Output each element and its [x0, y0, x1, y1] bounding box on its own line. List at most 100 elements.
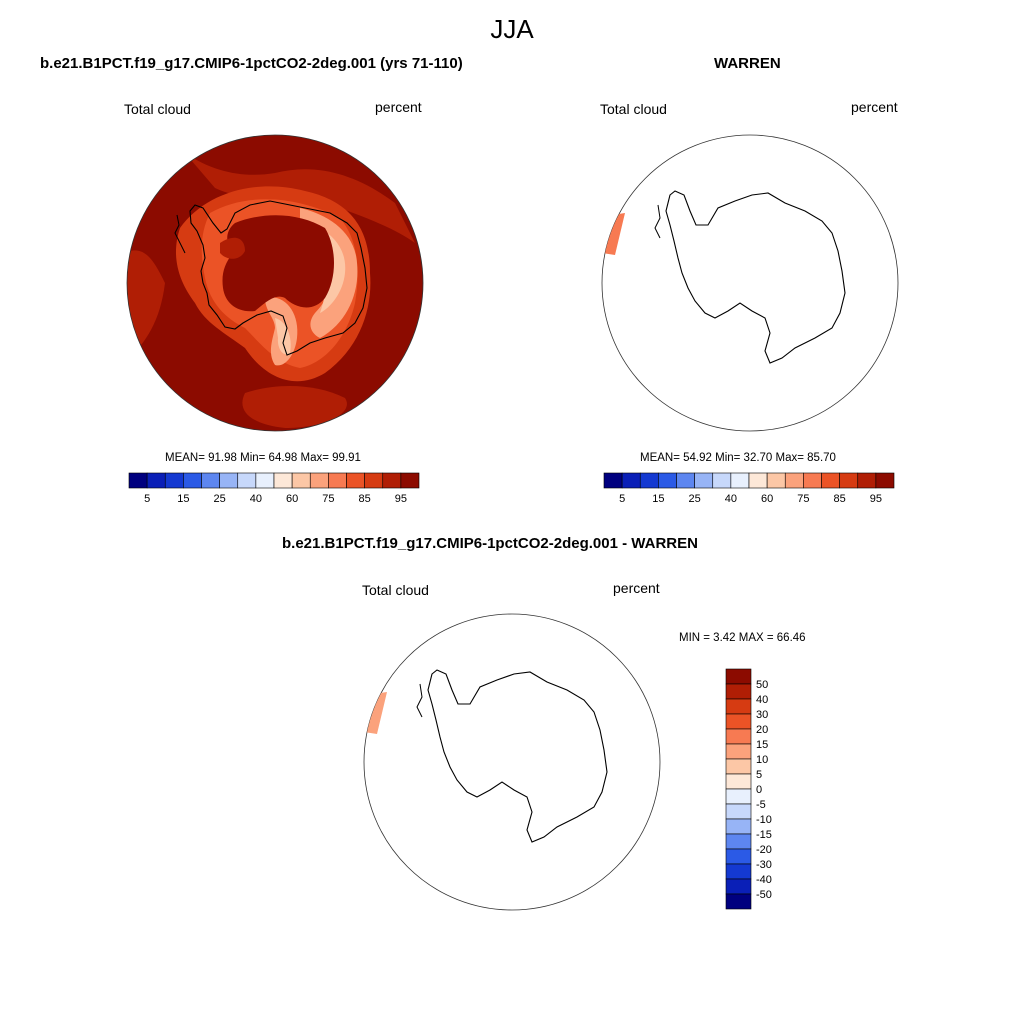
diff-colorbar-tick-label: 40 [756, 694, 768, 706]
diff-colorbar-tick-label: 0 [756, 784, 762, 796]
model-colorbar-tick-label: 15 [177, 493, 189, 505]
model-colorbar-tick-label: 25 [214, 493, 226, 505]
model-colorbar-box [346, 472, 365, 489]
obs-colorbar-box [676, 472, 695, 489]
model-colorbar-box [273, 472, 293, 489]
diff-colorbar-tick-label: 50 [756, 679, 768, 691]
obs-colorbar-tick-label: 75 [797, 493, 809, 505]
obs-colorbar-box [784, 472, 804, 489]
obs-antarctica-coastline [665, 190, 846, 364]
diff-colorbar-tick-label: 5 [756, 769, 762, 781]
obs-colorbar-tick-label: 25 [689, 493, 701, 505]
model-colorbar-tick-label: 95 [395, 493, 407, 505]
diff-colorbar-tick-label: 20 [756, 724, 768, 736]
diff-colorbar-box [725, 848, 752, 865]
diff-colorbar-tick-label: -10 [756, 814, 772, 826]
model-colorbar-box [309, 472, 329, 489]
model-cloud-field [127, 135, 423, 431]
obs-colorbar-tick-label: 15 [652, 493, 664, 505]
model-colorbar-tick-label: 60 [286, 493, 298, 505]
model-colorbar-box [291, 472, 311, 489]
figure-title: JJA [490, 14, 534, 44]
obs-colorbar-box [712, 472, 732, 489]
model-colorbar-box [400, 472, 420, 489]
diff-colorbar-box [725, 803, 752, 820]
diff-colorbar-box [725, 878, 752, 895]
obs-colorbar-box [857, 472, 877, 489]
diff-colorbar-tick-label: 15 [756, 739, 768, 751]
model-colorbar-tick-label: 5 [144, 493, 150, 505]
diff-colorbar-box [725, 698, 752, 715]
model-panel-title: b.e21.B1PCT.f19_g17.CMIP6-1pctCO2-2deg.0… [40, 55, 463, 72]
diff-colorbar-box [725, 863, 752, 880]
diff-colorbar-tick-label: -30 [756, 859, 772, 871]
obs-variable-label: Total cloud [600, 101, 667, 117]
model-colorbar-box [237, 472, 257, 489]
diff-panel-title: b.e21.B1PCT.f19_g17.CMIP6-1pctCO2-2deg.0… [282, 535, 698, 552]
obs-colorbar: 5 15 25 40 60 75 85 95 [603, 472, 895, 505]
diff-colorbar-tick-label: -5 [756, 799, 766, 811]
model-stats: MEAN= 91.98 Min= 64.98 Max= 99.91 [165, 452, 361, 464]
model-colorbar-box [183, 472, 202, 489]
obs-colorbar-box [658, 472, 677, 489]
obs-colorbar-box [839, 472, 859, 489]
model-colorbar-tick-label: 85 [359, 493, 371, 505]
obs-panel-title: WARREN [714, 55, 781, 72]
diff-colorbar-box [725, 818, 752, 835]
obs-colorbar-box [730, 472, 750, 489]
model-polar-map [126, 134, 424, 432]
model-colorbar-box [364, 472, 384, 489]
obs-colorbar-tick-label: 85 [834, 493, 846, 505]
diff-colorbar-tick-label: -50 [756, 889, 772, 901]
obs-colorbar-tick-label: 60 [761, 493, 773, 505]
obs-colorbar-tick-label: 40 [725, 493, 737, 505]
obs-colorbar-box [766, 472, 786, 489]
model-colorbar-box [382, 472, 402, 489]
model-colorbar-tick-label: 40 [250, 493, 262, 505]
model-antarctica-coastline [189, 200, 368, 356]
diff-colorbar-tick-label: 10 [756, 754, 768, 766]
model-variable-label: Total cloud [124, 101, 191, 117]
diff-colorbar-tick-label: -20 [756, 844, 772, 856]
diff-colorbar-box [725, 743, 752, 760]
obs-colorbar-box [748, 472, 768, 489]
obs-cloud-field [602, 213, 625, 255]
obs-colorbar-box [621, 472, 641, 489]
diff-colorbar-box [725, 758, 752, 775]
diff-colorbar-box [725, 728, 752, 745]
diff-colorbar-box [725, 773, 752, 790]
obs-colorbar-tick-label: 95 [870, 493, 882, 505]
model-colorbar-box [328, 472, 347, 489]
diff-colorbar-box [725, 683, 752, 700]
model-colorbar-box [128, 472, 148, 489]
obs-units-label: percent [851, 99, 898, 115]
obs-colorbar-tick-label: 5 [619, 493, 625, 505]
obs-colorbar-box [603, 472, 623, 489]
model-colorbar-box [219, 472, 239, 489]
model-units-label: percent [375, 99, 422, 115]
obs-colorbar-box [803, 472, 822, 489]
diff-antarctica-coastline [427, 669, 608, 843]
diff-colorbar-box [725, 668, 752, 685]
obs-colorbar-box [639, 472, 659, 489]
model-colorbar-box [201, 472, 220, 489]
diff-colorbar-tick-label: -15 [756, 829, 772, 841]
diff-cloud-field [364, 692, 387, 734]
model-colorbar-box [146, 472, 166, 489]
diff-colorbar-box [725, 893, 752, 910]
diff-polar-map [363, 613, 661, 911]
diff-colorbar-box [725, 833, 752, 850]
model-colorbar-tick-label: 75 [322, 493, 334, 505]
obs-stats: MEAN= 54.92 Min= 32.70 Max= 85.70 [640, 452, 836, 464]
diff-units-label: percent [613, 580, 660, 596]
model-colorbar: 5 15 25 40 60 75 85 95 [128, 472, 420, 505]
model-colorbar-box [255, 472, 275, 489]
diff-colorbar-box [725, 788, 752, 805]
diff-stats: MIN = 3.42 MAX = 66.46 [679, 632, 806, 644]
diff-variable-label: Total cloud [362, 582, 429, 598]
diff-colorbar-tick-label: 30 [756, 709, 768, 721]
obs-colorbar-box [821, 472, 840, 489]
obs-polar-map [601, 134, 899, 432]
diff-colorbar-tick-label: -40 [756, 874, 772, 886]
